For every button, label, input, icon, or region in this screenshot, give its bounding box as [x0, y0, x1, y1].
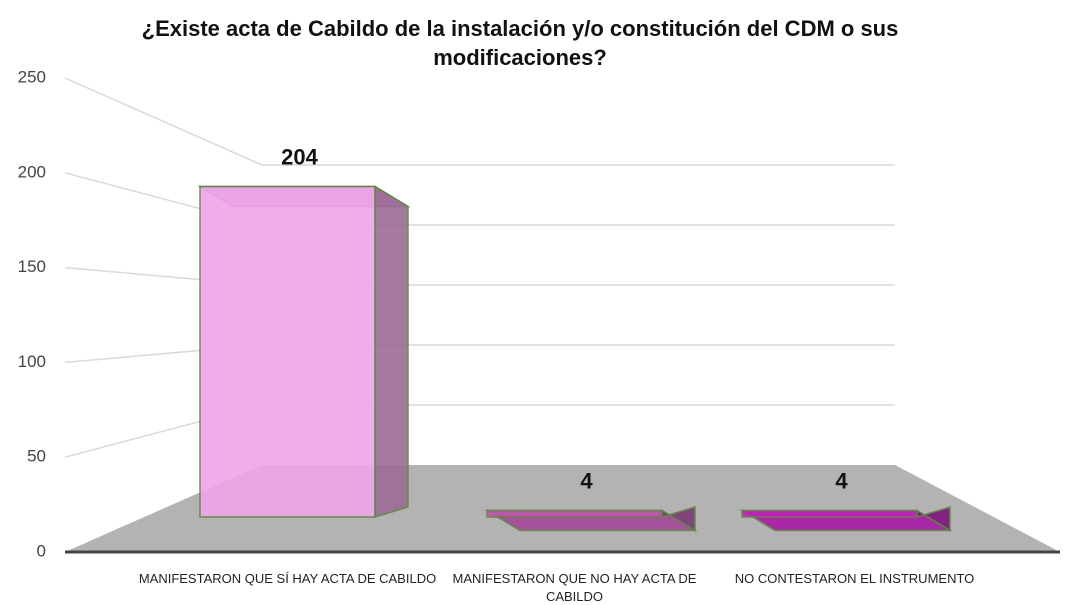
y-tick-label: 150 [18, 257, 46, 276]
x-tick-label: MANIFESTARON QUE NO HAY ACTA DE CABILDO [452, 571, 697, 604]
y-tick-label: 200 [18, 162, 46, 181]
bar-side [374, 185, 409, 519]
data-label: 204 [281, 144, 318, 169]
x-tick-label: NO CONTESTARON EL INSTRUMENTO [734, 571, 975, 586]
grid-line [64, 172, 895, 226]
data-label: 4 [835, 468, 848, 493]
grid-line [64, 404, 895, 458]
bar [741, 509, 918, 518]
y-tick-label: 0 [37, 541, 46, 560]
chart-title: ¿Existe acta de Cabildo de la instalació… [141, 16, 899, 70]
data-label: 4 [580, 468, 593, 493]
grid-line [64, 344, 895, 364]
y-tick-label: 50 [27, 447, 46, 466]
y-tick-label: 100 [18, 352, 46, 371]
x-tick-label: MANIFESTARON QUE SÍ HAY ACTA DE CABILDO [138, 571, 437, 586]
grid-line [64, 266, 895, 286]
bar [486, 509, 663, 518]
y-tick-label: 250 [18, 67, 46, 86]
bar [199, 185, 376, 518]
grid-line [64, 77, 895, 166]
